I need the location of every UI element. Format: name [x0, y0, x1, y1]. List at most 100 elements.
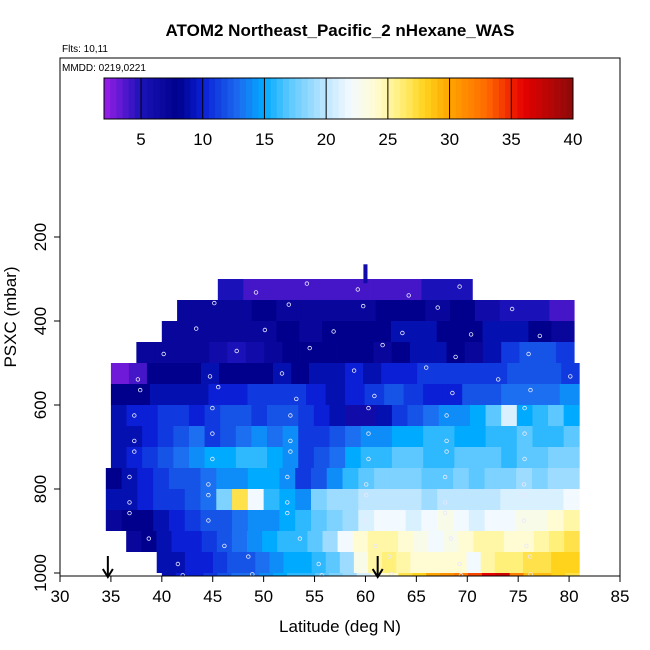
heatmap-cell: [157, 426, 174, 447]
heatmap-cell: [412, 573, 427, 576]
sample-marker: [285, 500, 290, 505]
heatmap-cell: [548, 426, 565, 447]
heatmap-cell: [319, 279, 346, 300]
colorbar-segment: [332, 78, 339, 119]
x-axis-label: Latitude (deg N): [279, 617, 401, 636]
heatmap-cell: [126, 405, 143, 426]
heatmap-cell: [232, 468, 249, 489]
heatmap-cell: [503, 531, 520, 552]
heatmap-cell: [329, 426, 346, 447]
heatmap-cell: [216, 510, 233, 531]
colorbar-tick-label: 30: [440, 130, 459, 149]
heatmap-cell: [501, 384, 522, 405]
heatmap-cell: [484, 468, 501, 489]
heatmap-cell: [400, 300, 426, 321]
colorbar-segment: [239, 78, 247, 119]
heatmap-cell: [188, 447, 205, 468]
heatmap-cell: [267, 447, 284, 468]
sample-marker: [364, 482, 369, 487]
heatmap-cell: [500, 489, 517, 510]
colorbar-segment: [184, 78, 191, 119]
heatmap-cell: [403, 384, 424, 405]
heatmap-cell: [454, 573, 469, 576]
heatmap-cell: [126, 426, 143, 447]
heatmap-cell: [126, 531, 142, 552]
heatmap-cell: [110, 426, 127, 447]
heatmap-cell: [247, 531, 263, 552]
heatmap-cell: [217, 573, 232, 576]
heatmap-cell: [524, 300, 550, 321]
heatmap-cell: [345, 279, 371, 300]
heatmap-cell: [172, 342, 192, 363]
sample-marker: [132, 438, 137, 444]
y-tick-label: 600: [31, 391, 50, 419]
heatmap-cell: [516, 426, 533, 447]
heatmap-cell: [374, 510, 391, 531]
heatmap-cell: [235, 426, 252, 447]
heatmap-cell: [153, 510, 170, 531]
heatmap-cell: [146, 363, 166, 384]
heatmap-cell: [435, 363, 454, 384]
heatmap-cell: [565, 552, 580, 573]
colorbar-segment: [215, 78, 222, 119]
heatmap-cell: [363, 363, 382, 384]
heatmap-cell: [259, 573, 274, 576]
heatmap-cell: [342, 468, 359, 489]
heatmap-cell: [282, 426, 299, 447]
colorbar-segment: [319, 78, 327, 119]
sample-marker: [206, 492, 211, 498]
colorbar-segment: [116, 78, 123, 119]
heatmap-cell: [345, 384, 366, 405]
heatmap-cell: [417, 363, 436, 384]
heatmap-cell: [209, 342, 228, 363]
colorbar-segment: [535, 78, 543, 119]
heatmap-cell: [326, 300, 352, 321]
heatmap-cell: [421, 489, 438, 510]
x-tick-label: 40: [152, 587, 171, 606]
heatmap-cell: [423, 447, 440, 468]
heatmap-cell: [561, 363, 580, 384]
heatmap-cell: [559, 384, 580, 405]
heatmap-cell: [423, 426, 440, 447]
sample-marker: [442, 500, 448, 505]
sample-marker: [450, 390, 455, 396]
heatmap-cell: [241, 552, 256, 573]
heatmap-cell: [337, 342, 356, 363]
heatmap-cell: [226, 300, 252, 321]
sample-marker: [210, 456, 215, 462]
heatmap-cell: [247, 510, 265, 531]
colorbar-tick-label: 15: [255, 130, 274, 149]
colorbar-tick-label: 35: [502, 130, 521, 149]
heatmap-cell: [307, 531, 323, 552]
heatmap-cell: [161, 573, 177, 576]
colorbar-segment: [202, 78, 210, 119]
sample-marker: [215, 384, 221, 390]
heatmap-cell: [410, 342, 429, 363]
heatmap-cell: [563, 405, 580, 426]
colorbar-segment: [486, 78, 494, 119]
heatmap-cell: [232, 489, 249, 510]
heatmap-cell: [391, 447, 408, 468]
heatmap-cell: [450, 300, 476, 321]
colorbar-segment: [461, 78, 469, 119]
heatmap-cell: [204, 426, 221, 447]
heatmap-cell: [322, 531, 339, 552]
marker-layer: [102, 556, 384, 579]
sample-marker: [161, 351, 166, 357]
heatmap-cell: [326, 510, 343, 531]
heatmap-cell: [468, 468, 485, 489]
heatmap-cell: [375, 300, 401, 321]
colorbar-tick-label: 10: [193, 130, 212, 149]
sample-marker: [496, 377, 501, 382]
heatmap-cell: [467, 573, 483, 576]
colorbar-segment: [505, 78, 512, 119]
heatmap-cell: [464, 342, 484, 363]
heatmap-cell: [326, 489, 343, 510]
colorbar-segment: [468, 78, 475, 119]
y-tick-label: 200: [31, 223, 50, 251]
sample-marker: [206, 482, 211, 487]
heatmap-cell: [376, 447, 393, 468]
heatmap-cell: [453, 510, 470, 531]
heatmap-cell: [264, 342, 283, 363]
